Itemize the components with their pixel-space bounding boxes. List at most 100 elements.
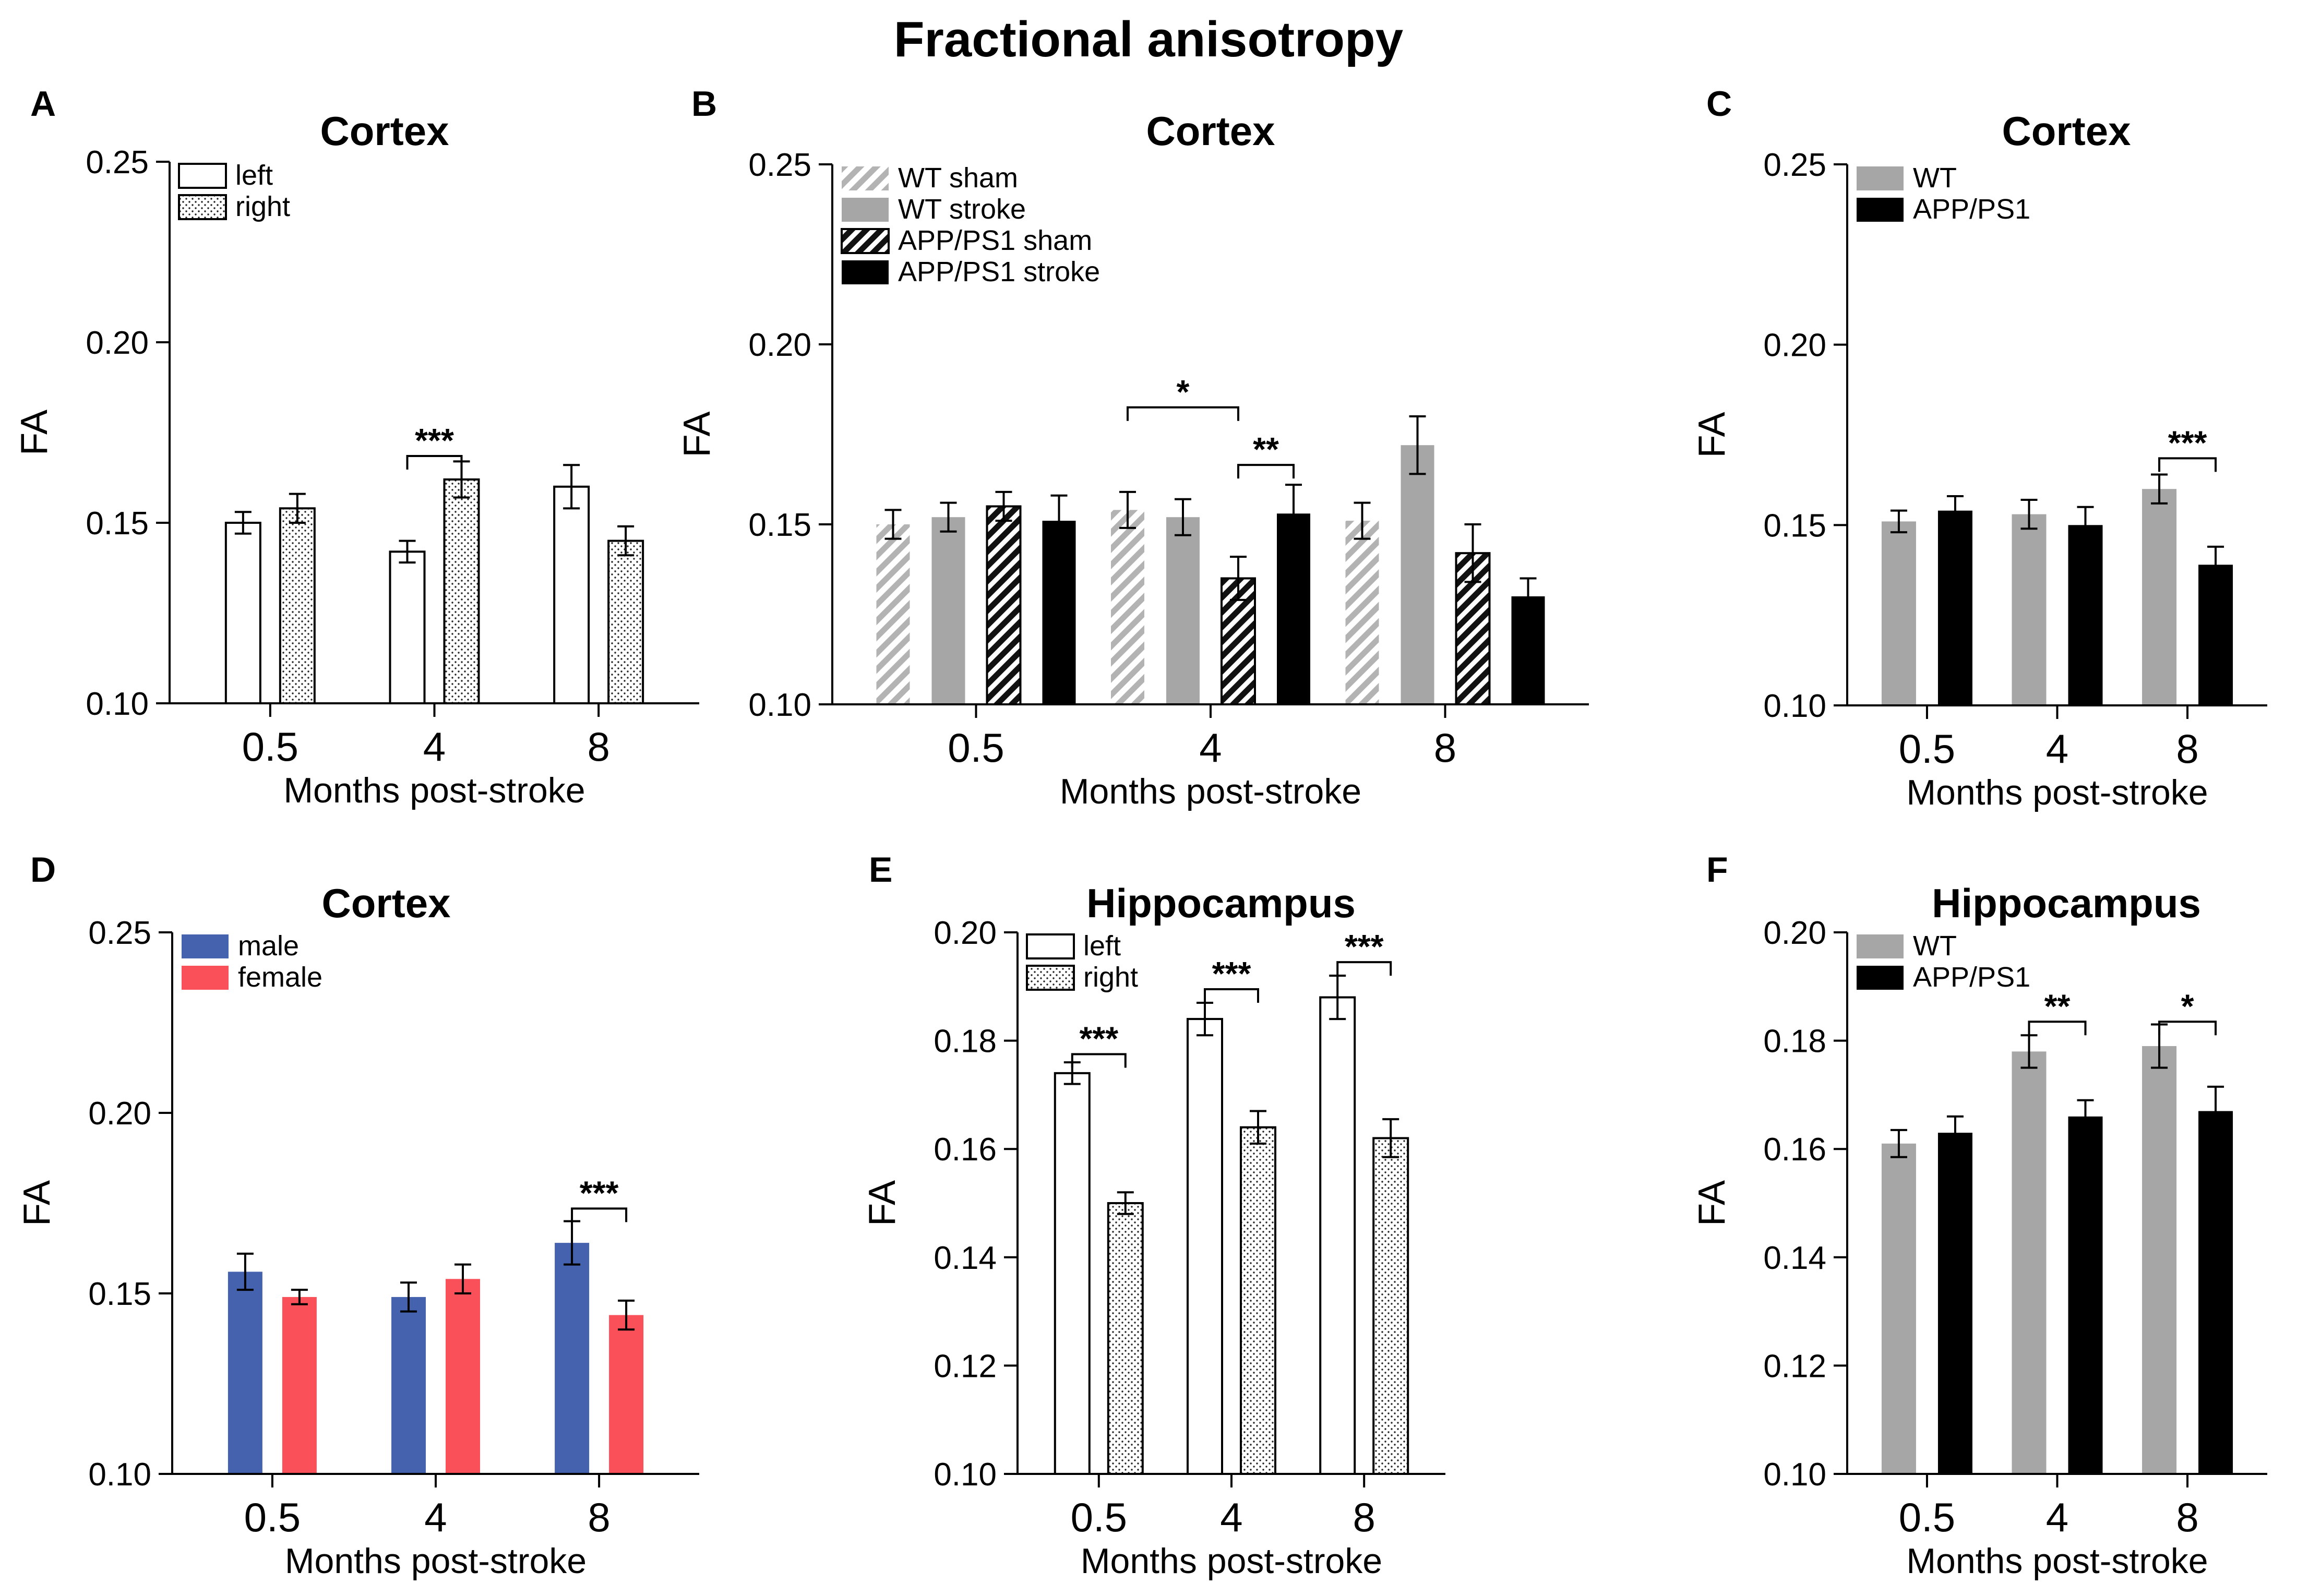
y-tick-label: 0.16 — [1763, 1132, 1826, 1168]
panel-title: Cortex — [320, 108, 449, 154]
bar — [1881, 521, 1916, 705]
x-axis-label: Months post-stroke — [283, 771, 585, 810]
panel-letter: E — [869, 850, 892, 890]
x-axis-label: Months post-stroke — [1906, 1541, 2208, 1581]
legend-label: male — [238, 930, 299, 962]
significance-label: * — [1177, 373, 1190, 411]
x-tick-label: 0.5 — [948, 725, 1004, 771]
bar — [1187, 1018, 1223, 1475]
figure-title: Fractional anisotropy — [894, 11, 1403, 67]
x-tick-label: 4 — [1220, 1494, 1242, 1540]
legend-label: WT sham — [898, 162, 1018, 194]
legend-swatch — [842, 166, 889, 190]
legend-swatch — [1857, 934, 1904, 958]
y-tick-label: 0.10 — [88, 1457, 151, 1493]
panel-letter: D — [30, 850, 56, 890]
y-tick-label: 0.12 — [934, 1348, 997, 1384]
bar — [1221, 577, 1256, 705]
significance-bracket — [571, 1207, 628, 1222]
significance-label: *** — [2168, 424, 2207, 461]
bar — [607, 539, 644, 704]
x-tick-label: 4 — [2046, 726, 2068, 772]
legend-swatch — [182, 966, 229, 990]
significance-label: *** — [415, 422, 454, 459]
bar — [2142, 1046, 2177, 1474]
panel-letter: C — [1706, 84, 1732, 124]
x-tick-label: 0.5 — [244, 1494, 301, 1540]
significance-bracket — [1071, 1053, 1127, 1068]
x-axis-label: Months post-stroke — [285, 1541, 587, 1581]
x-tick-label: 0.5 — [1899, 1494, 1955, 1540]
x-tick-label: 0.5 — [242, 724, 298, 770]
bar — [2198, 1111, 2233, 1474]
bar — [553, 485, 590, 704]
bar — [1277, 513, 1310, 704]
y-tick-label: 0.25 — [88, 915, 151, 951]
legend-label: right — [1083, 962, 1138, 993]
bar — [2012, 1051, 2047, 1474]
legend-swatch — [1026, 933, 1075, 959]
y-tick-label: 0.20 — [748, 327, 811, 363]
bar — [2012, 514, 2047, 705]
bar — [224, 522, 261, 704]
bar — [1345, 521, 1379, 704]
bar — [1401, 445, 1434, 704]
y-axis-label: FA — [16, 1180, 58, 1226]
panel-title: Cortex — [321, 880, 450, 926]
y-tick-label: 0.25 — [86, 145, 149, 181]
significance-label: *** — [1212, 955, 1251, 992]
bar — [2068, 525, 2103, 705]
y-tick-label: 0.20 — [934, 915, 997, 951]
bar — [2198, 565, 2233, 705]
legend-label: APP/PS1 — [1913, 962, 2030, 993]
y-tick-label: 0.18 — [1763, 1024, 1826, 1060]
y-tick-label: 0.25 — [1763, 147, 1826, 183]
y-tick-label: 0.10 — [86, 686, 149, 722]
y-tick-label: 0.10 — [1763, 1457, 1826, 1493]
bar — [391, 1297, 426, 1474]
bar — [1937, 510, 1972, 705]
x-tick-label: 4 — [423, 724, 446, 770]
bar — [1042, 521, 1076, 704]
significance-bracket — [1336, 961, 1392, 976]
legend-label: left — [1083, 930, 1121, 962]
y-axis-label: FA — [1691, 412, 1733, 458]
bar — [389, 550, 426, 704]
x-tick-label: 4 — [424, 1494, 447, 1540]
legend-label: right — [235, 191, 290, 222]
y-tick-label: 0.20 — [1763, 915, 1826, 951]
y-tick-label: 0.20 — [88, 1096, 151, 1132]
panel-e: E Hippocampus 0.10 0.12 0.14 0.16 0.18 0.20 0.5 4… — [862, 850, 1445, 1581]
x-tick-label: 4 — [1199, 725, 1222, 771]
y-tick-label: 0.14 — [1763, 1240, 1826, 1276]
bar — [609, 1315, 644, 1474]
bar — [228, 1271, 262, 1474]
x-axis-label: Months post-stroke — [1906, 773, 2208, 812]
legend-swatch — [178, 194, 227, 220]
bar — [1319, 996, 1356, 1475]
legend-label: APP/PS1 stroke — [898, 256, 1100, 287]
legend-swatch — [1857, 966, 1904, 990]
legend-swatch — [1026, 965, 1075, 991]
y-tick-label: 0.10 — [1763, 688, 1826, 724]
legend-label: left — [235, 160, 273, 191]
panel-letter: A — [30, 84, 56, 124]
legend-label: APP/PS1 — [1913, 194, 2030, 225]
significance-bracket — [2158, 457, 2217, 472]
bar — [1111, 510, 1144, 704]
x-tick-label: 8 — [588, 1494, 610, 1540]
legend-label: APP/PS1 sham — [898, 225, 1092, 256]
bar — [1240, 1126, 1276, 1475]
legend-swatch — [1857, 166, 1904, 190]
y-axis-label: FA — [14, 410, 55, 455]
legend-label: WT stroke — [898, 194, 1026, 225]
panel-b: B Cortex 0.10 0.15 0.20 0.25 0.5 4 8 Months post-… — [676, 84, 1589, 811]
panel-title: Hippocampus — [1932, 880, 2201, 926]
y-tick-label: 0.15 — [88, 1276, 151, 1312]
y-tick-label: 0.20 — [86, 325, 149, 361]
x-axis-label: Months post-stroke — [1081, 1541, 1382, 1581]
bar — [986, 505, 1022, 705]
